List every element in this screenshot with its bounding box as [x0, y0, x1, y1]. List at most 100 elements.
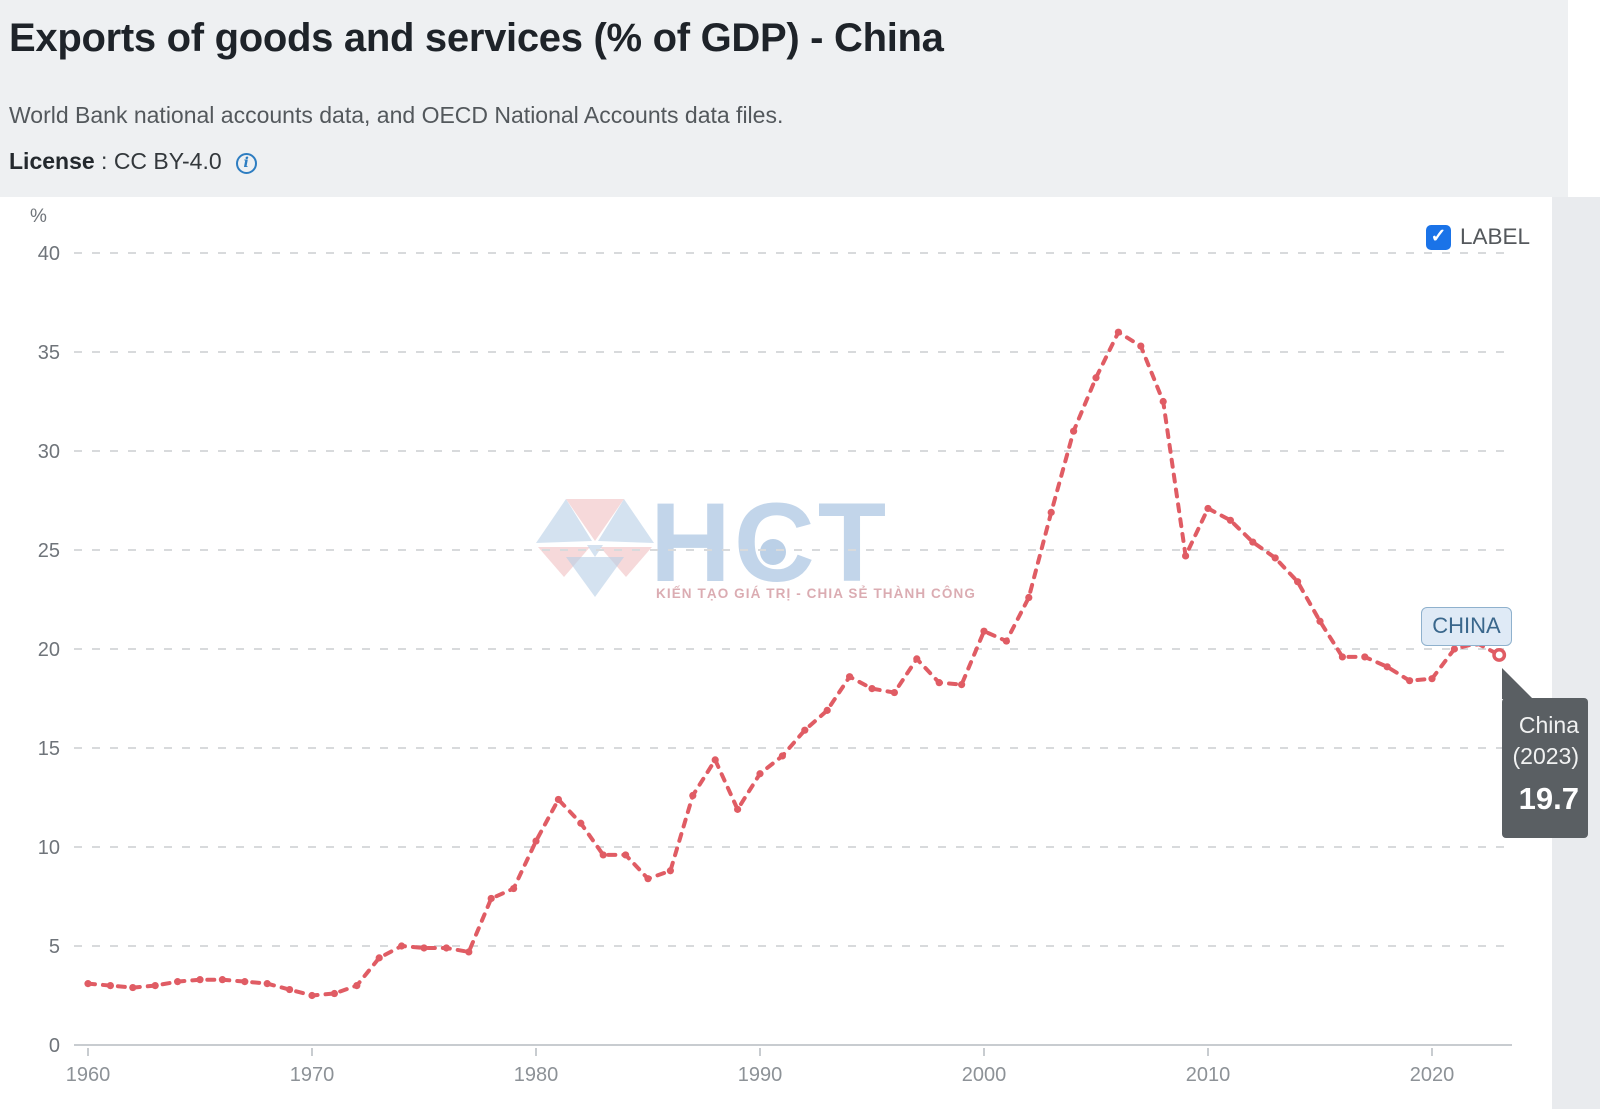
data-point-1983[interactable]: [599, 851, 607, 859]
data-point-1999[interactable]: [958, 681, 966, 689]
x-tick-label-2010: 2010: [1186, 1064, 1231, 1086]
x-tick-label-1960: 1960: [66, 1064, 111, 1086]
data-point-2013[interactable]: [1271, 554, 1279, 562]
data-point-2005[interactable]: [1092, 374, 1100, 382]
data-point-1993[interactable]: [823, 706, 831, 714]
data-point-2011[interactable]: [1226, 516, 1234, 524]
data-point-1978[interactable]: [487, 894, 495, 903]
data-point-1990[interactable]: [756, 770, 764, 778]
data-point-2016[interactable]: [1338, 653, 1346, 661]
data-point-2007[interactable]: [1137, 342, 1145, 350]
y-tick-label-25: 25: [38, 540, 60, 562]
data-point-2020[interactable]: [1428, 675, 1436, 683]
tooltip-country: China: [1518, 712, 1579, 738]
license-row: License : CC BY-4.0: [9, 148, 257, 175]
data-point-1980[interactable]: [532, 837, 540, 845]
data-point-1992[interactable]: [801, 726, 809, 734]
y-tick-label-10: 10: [38, 837, 60, 859]
data-point-1975[interactable]: [420, 944, 428, 952]
chart-header: Exports of goods and services (% of GDP)…: [0, 0, 1568, 197]
data-point-1972[interactable]: [353, 982, 361, 990]
watermark-c-dot: [760, 539, 786, 565]
data-line-china: [86, 330, 1502, 998]
checkbox-checked-icon[interactable]: [1426, 224, 1451, 250]
data-point-1988[interactable]: [711, 756, 719, 764]
watermark-tagline: KIẾN TẠO GIÁ TRỊ - CHIA SẺ THÀNH CÔNG: [656, 586, 976, 601]
data-point-1968[interactable]: [263, 980, 271, 988]
data-point-1991[interactable]: [778, 752, 787, 760]
y-tick-label-30: 30: [38, 441, 60, 463]
data-point-1973[interactable]: [375, 954, 383, 962]
tooltip: China (2023) 19.7: [1502, 698, 1588, 838]
data-point-1981[interactable]: [554, 795, 563, 804]
data-point-2000[interactable]: [980, 627, 988, 635]
data-point-1974[interactable]: [398, 942, 406, 950]
data-point-1966[interactable]: [218, 976, 226, 984]
data-point-2014[interactable]: [1294, 578, 1302, 586]
data-point-1986[interactable]: [666, 867, 675, 875]
end-point-open-circle-2023[interactable]: [1492, 647, 1507, 662]
data-point-2008[interactable]: [1159, 397, 1167, 406]
data-point-2004[interactable]: [1070, 427, 1078, 435]
data-point-1995[interactable]: [868, 685, 876, 693]
source-note: World Bank national accounts data, and O…: [9, 102, 784, 128]
data-point-1960[interactable]: [84, 980, 92, 988]
series-end-label[interactable]: CHINA: [1421, 607, 1512, 646]
data-point-1965[interactable]: [196, 976, 204, 984]
data-point-1996[interactable]: [890, 688, 899, 697]
label-toggle[interactable]: LABEL: [1426, 224, 1530, 250]
data-point-1976[interactable]: [442, 944, 450, 952]
x-tick-label-2000: 2000: [962, 1064, 1007, 1086]
data-point-1964[interactable]: [174, 978, 182, 986]
chart-area: HCT KIẾN TẠO GIÁ TRỊ - CHIA SẺ THÀNH CÔN…: [0, 197, 1588, 1109]
y-tick-label-5: 5: [49, 936, 60, 958]
tooltip-pointer: [1502, 668, 1533, 699]
data-point-1984[interactable]: [622, 851, 630, 859]
y-tick-label-0: 0: [49, 1035, 60, 1057]
data-point-2009[interactable]: [1182, 552, 1190, 560]
data-point-2019[interactable]: [1406, 677, 1414, 685]
data-point-2002[interactable]: [1025, 593, 1033, 602]
data-point-1963[interactable]: [151, 982, 159, 990]
data-point-1989[interactable]: [734, 805, 742, 813]
license-label: License: [9, 148, 95, 174]
x-tick-label-2020: 2020: [1410, 1064, 1455, 1086]
side-panel: [1552, 197, 1600, 1109]
tooltip-year: (2023): [1512, 743, 1579, 769]
data-point-1979[interactable]: [509, 884, 518, 893]
data-point-2015[interactable]: [1316, 617, 1324, 625]
tooltip-value: 19.7: [1518, 781, 1579, 816]
x-tick-label-1990: 1990: [738, 1064, 783, 1086]
data-point-2006[interactable]: [1114, 328, 1122, 336]
data-point-1962[interactable]: [129, 983, 137, 992]
data-point-2012[interactable]: [1249, 538, 1257, 546]
data-point-1971[interactable]: [330, 989, 338, 998]
data-point-2018[interactable]: [1383, 663, 1391, 671]
data-point-1987[interactable]: [689, 791, 697, 800]
page-title: Exports of goods and services (% of GDP)…: [9, 16, 944, 60]
data-point-1969[interactable]: [286, 985, 294, 994]
data-point-1977[interactable]: [465, 948, 473, 956]
data-point-1961[interactable]: [106, 982, 114, 990]
hct-diamond-logo: [536, 499, 654, 597]
data-point-2003[interactable]: [1047, 508, 1055, 516]
data-point-2021[interactable]: [1450, 645, 1458, 653]
x-tick-label-1970: 1970: [290, 1064, 335, 1086]
info-icon[interactable]: [235, 153, 257, 174]
x-tick-label-1980: 1980: [514, 1064, 559, 1086]
data-point-2017[interactable]: [1361, 653, 1369, 661]
data-point-1985[interactable]: [644, 875, 652, 883]
y-tick-label-40: 40: [38, 243, 60, 265]
y-tick-label-35: 35: [38, 342, 60, 364]
data-point-2001[interactable]: [1002, 637, 1011, 645]
data-point-1970[interactable]: [308, 991, 316, 1000]
data-point-1982[interactable]: [577, 819, 585, 827]
chart-canvas: 0 5 10 15 20 25 30 35 40% 1960 1970 1980 1990 2000 201…: [30, 206, 1512, 1086]
data-point-1998[interactable]: [935, 679, 943, 687]
data-point-1967[interactable]: [241, 978, 249, 986]
data-point-2010[interactable]: [1204, 504, 1212, 513]
y-axis-unit-label: %: [30, 206, 47, 227]
data-point-1997[interactable]: [913, 655, 921, 663]
data-point-1994[interactable]: [846, 673, 854, 681]
